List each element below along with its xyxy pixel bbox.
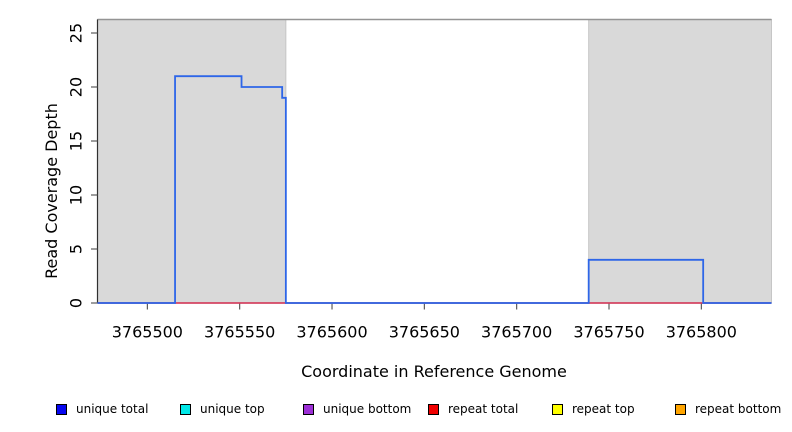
- legend-swatch-unique-top: [180, 403, 191, 415]
- legend-item-repeat-bottom: repeat bottom: [675, 402, 781, 416]
- x-tick-label: 3765550: [204, 323, 275, 342]
- repeat-region-shading: [97, 19, 287, 304]
- legend-swatch-repeat-total: [428, 403, 439, 415]
- legend-label: unique total: [76, 402, 149, 416]
- y-axis-title: Read Coverage Depth: [42, 103, 61, 279]
- x-axis-title: Coordinate in Reference Genome: [301, 362, 567, 381]
- y-tick-label: 5: [67, 244, 86, 254]
- legend-label: unique bottom: [323, 402, 412, 416]
- legend-item-unique-total: unique total: [56, 402, 148, 416]
- y-tick-label: 0: [67, 298, 86, 308]
- legend-item-unique-top: unique top: [180, 402, 265, 416]
- legend-item-unique-bottom: unique bottom: [303, 402, 411, 416]
- repeat-region-shading: [588, 19, 772, 304]
- legend-item-repeat-top: repeat top: [552, 402, 635, 416]
- x-tick-label: 3765650: [389, 323, 460, 342]
- legend-swatch-repeat-top: [552, 403, 563, 415]
- legend-swatch-repeat-bottom: [675, 403, 686, 415]
- x-tick-label: 3765600: [296, 323, 367, 342]
- y-tick-label: 25: [67, 23, 86, 43]
- y-tick-label: 20: [67, 77, 86, 97]
- x-tick-label: 3765750: [573, 323, 644, 342]
- series-line-unique-total: [97, 75, 772, 304]
- legend-swatch-unique-bottom: [303, 403, 314, 415]
- x-tick-label: 3765500: [112, 323, 183, 342]
- y-tick-label: 15: [67, 131, 86, 151]
- legend-swatch-unique-total: [56, 403, 67, 415]
- legend-label: repeat bottom: [695, 402, 782, 416]
- legend-item-repeat-total: repeat total: [428, 402, 518, 416]
- legend-label: repeat total: [448, 402, 519, 416]
- plot-canvas: 3765500 3765550 3765600 3765650 3765700 37657…: [67, 18, 772, 342]
- x-tick-label: 3765700: [481, 323, 552, 342]
- x-tick-label: 3765800: [666, 323, 737, 342]
- legend-label: repeat top: [572, 402, 635, 416]
- legend-label: unique top: [200, 402, 265, 416]
- y-tick-label: 10: [67, 185, 86, 205]
